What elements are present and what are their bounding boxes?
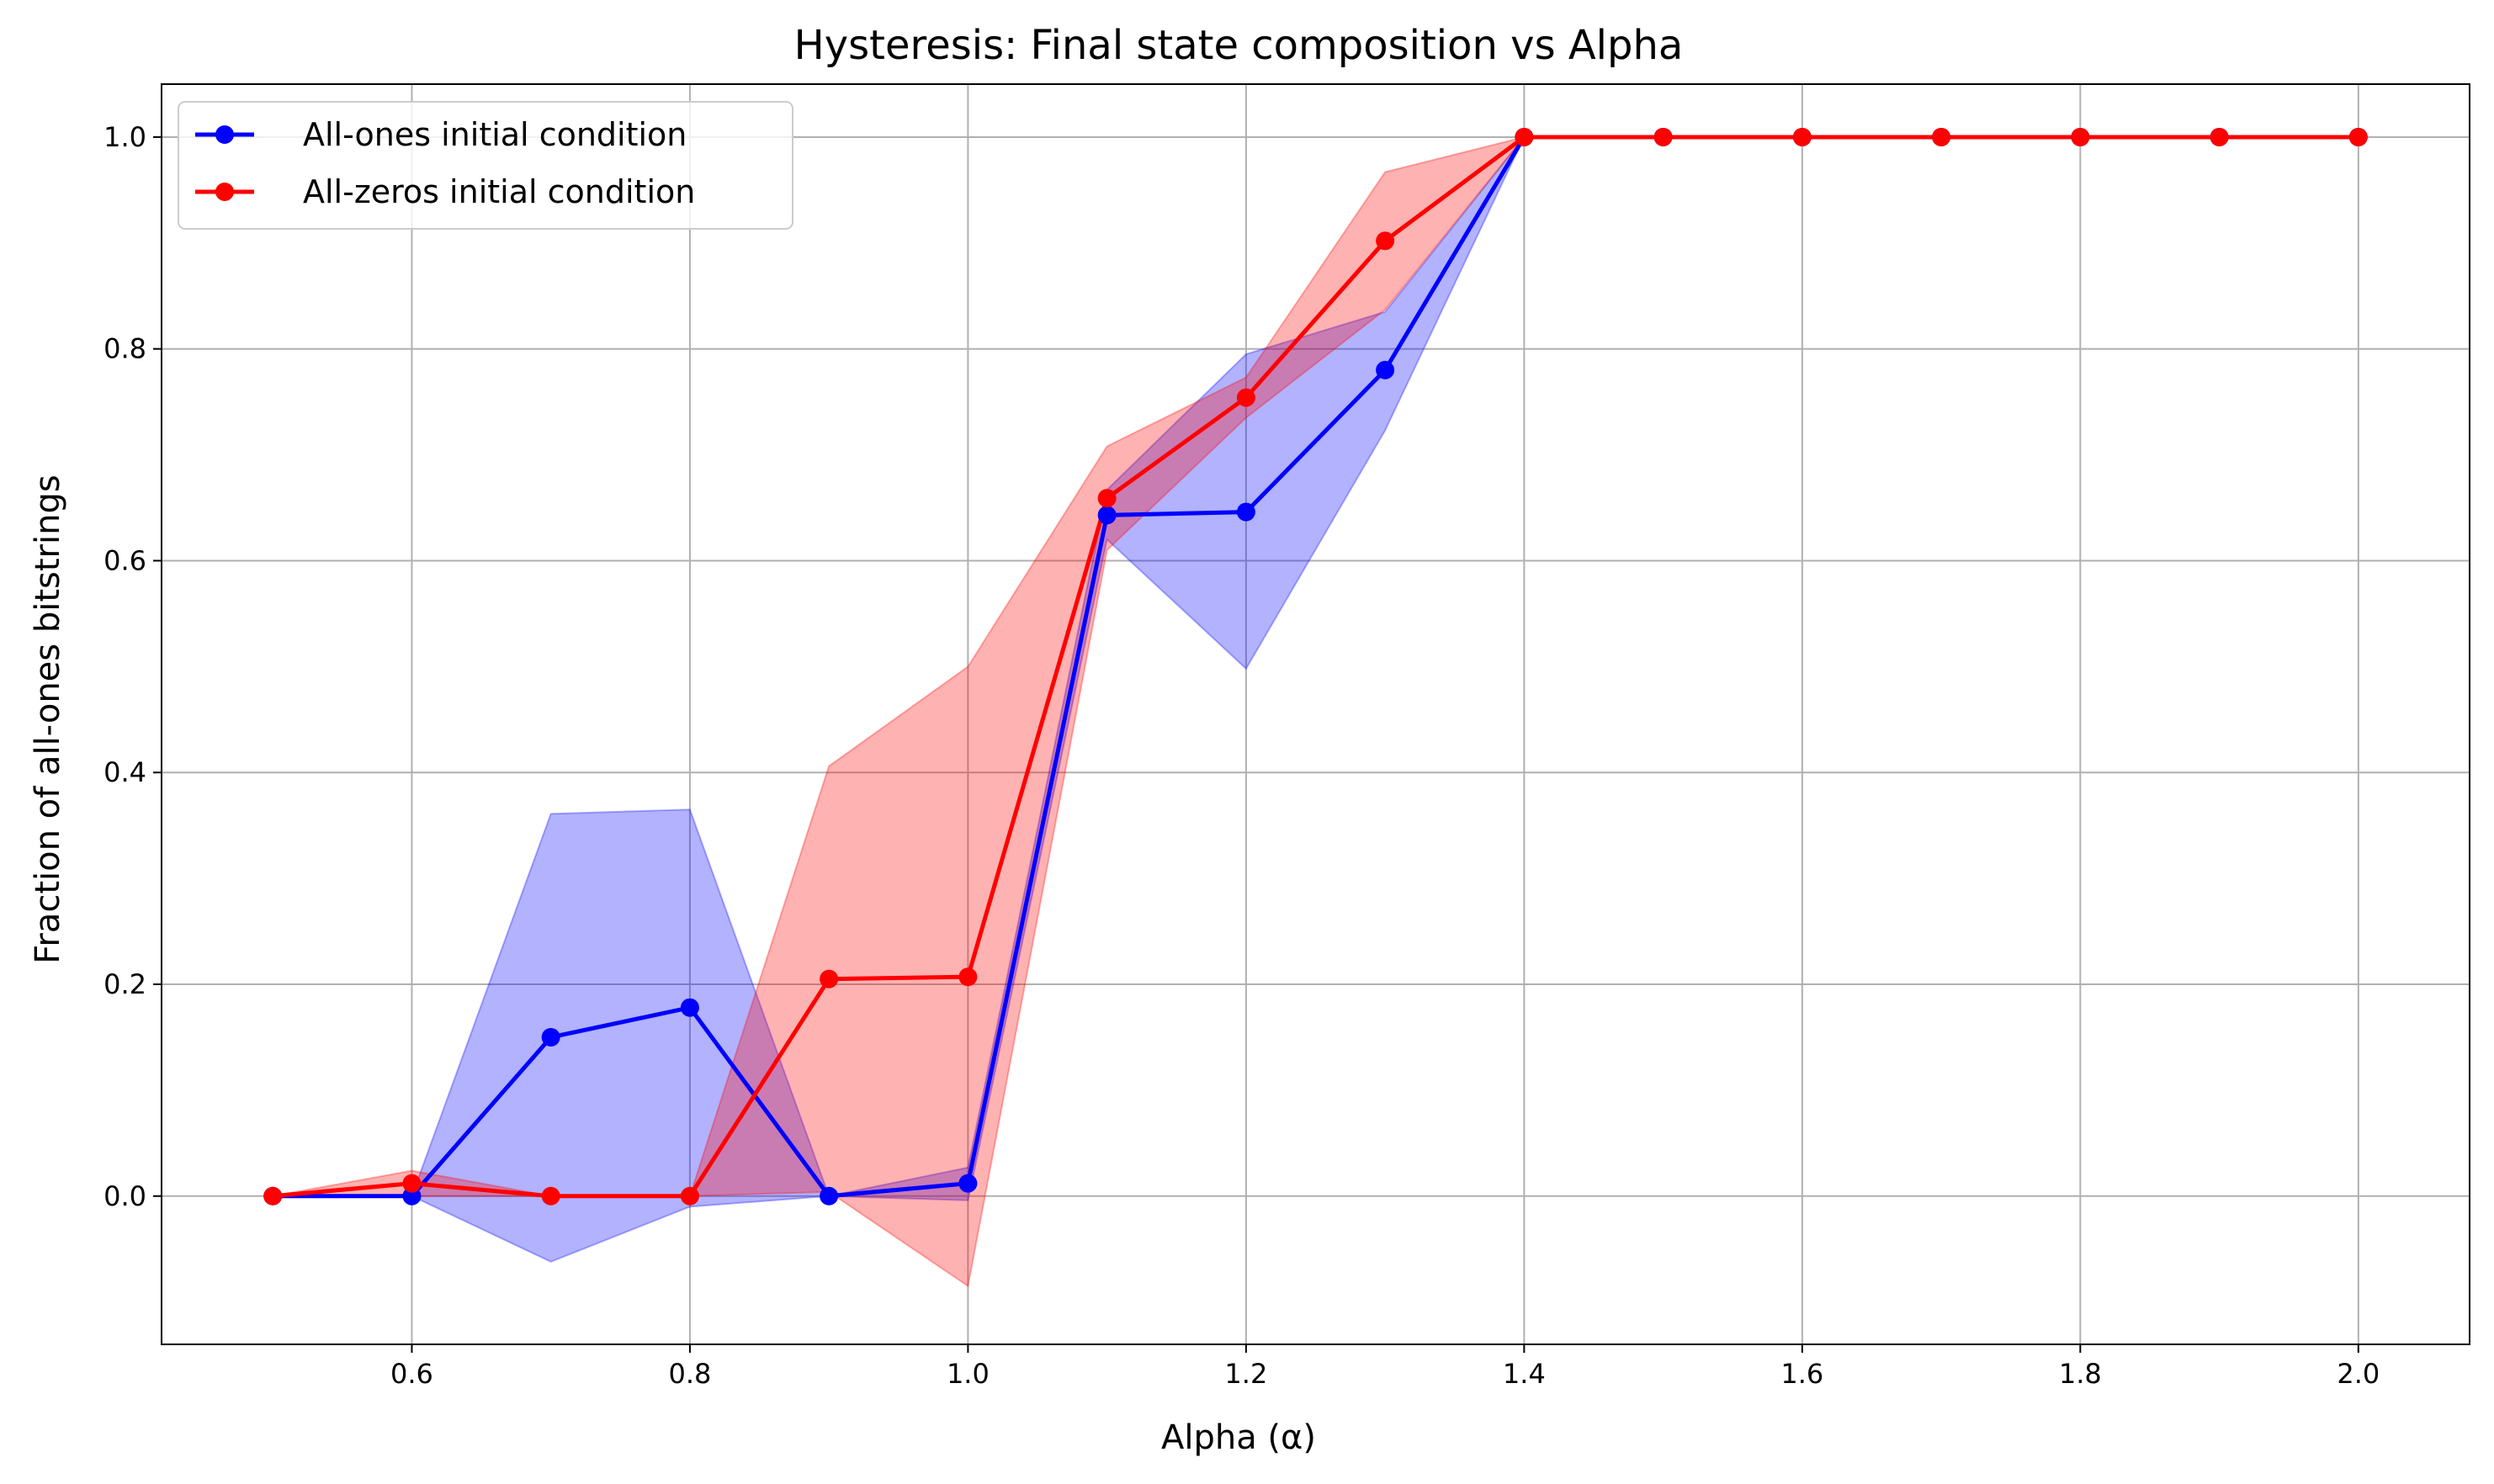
y-tick-label: 0.6 <box>103 544 146 576</box>
point-all-ones <box>402 1186 422 1206</box>
point-all-zeros <box>1097 489 1117 508</box>
confidence-bands <box>273 135 2359 1288</box>
point-all-ones <box>680 998 699 1017</box>
plot-frame <box>161 83 2470 1345</box>
point-all-zeros <box>402 1174 422 1193</box>
y-tick-label: 0.2 <box>103 968 146 1000</box>
point-all-ones <box>820 1186 839 1206</box>
point-all-zeros <box>1932 127 1951 146</box>
point-all-zeros <box>541 1186 560 1206</box>
x-tick-label: 1.4 <box>1503 1358 1546 1390</box>
series-markers <box>263 127 2368 1206</box>
legend-label-all-ones: All-ones initial condition <box>303 116 687 153</box>
point-all-ones <box>958 1174 978 1193</box>
point-all-ones <box>541 1027 560 1047</box>
x-tick-label: 1.6 <box>1780 1358 1823 1390</box>
band-all-ones <box>273 135 2359 1263</box>
legend-box <box>178 101 793 230</box>
x-tick-label: 1.8 <box>2059 1358 2102 1390</box>
point-all-zeros <box>820 969 839 988</box>
point-all-zeros <box>1236 388 1255 407</box>
series-lines <box>272 135 2359 1199</box>
band-all-zeros <box>273 135 2359 1288</box>
x-tick-label: 1.2 <box>1224 1358 1267 1390</box>
y-axis-title: Fraction of all-ones bitstrings <box>29 474 67 963</box>
x-tick-label: 0.8 <box>668 1358 711 1390</box>
point-all-zeros <box>1653 127 1673 146</box>
y-tick-label: 1.0 <box>103 121 146 153</box>
point-all-zeros <box>1376 231 1395 251</box>
x-tick-label: 2.0 <box>2337 1358 2380 1390</box>
x-tick-label: 0.6 <box>390 1358 433 1390</box>
point-all-zeros <box>1515 127 1534 146</box>
point-all-zeros <box>958 967 978 987</box>
point-all-zeros <box>2071 127 2090 146</box>
y-tick-label: 0.0 <box>103 1180 146 1212</box>
point-all-ones <box>1097 506 1117 525</box>
legend-marker-all-ones <box>215 125 234 144</box>
legend-label-all-zeros: All-zeros initial condition <box>303 173 695 210</box>
point-all-ones <box>1376 360 1395 379</box>
point-all-ones <box>1236 502 1255 522</box>
axis-ticks: 0.6 0.8 1.0 1.2 1.4 1.6 1.8 2.0 0.0 0.2 0.4 0.6 0.8 1… <box>103 121 2380 1390</box>
x-tick-label: 1.0 <box>947 1358 990 1390</box>
chart-title: Hysteresis: Final state composition vs A… <box>794 22 1684 69</box>
point-all-zeros <box>2348 127 2368 146</box>
point-all-zeros <box>263 1186 283 1206</box>
point-all-zeros <box>1792 127 1812 146</box>
line-all-zeros <box>272 135 2359 1199</box>
point-all-zeros <box>680 1186 699 1206</box>
legend-marker-all-zeros <box>215 183 234 201</box>
legend: All-ones initial condition All-zeros ini… <box>178 101 793 230</box>
point-all-zeros <box>2210 127 2229 146</box>
y-tick-label: 0.4 <box>103 756 146 788</box>
x-axis-title: Alpha (α) <box>1161 1418 1316 1457</box>
y-tick-label: 0.8 <box>103 333 146 365</box>
